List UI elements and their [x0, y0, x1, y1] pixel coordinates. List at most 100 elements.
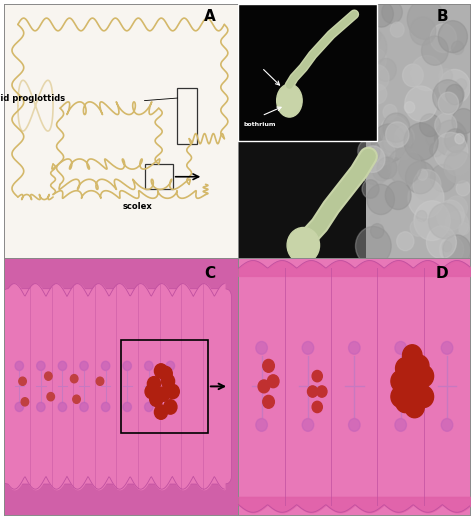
Bar	[145, 164, 173, 189]
Circle shape	[442, 241, 452, 252]
Circle shape	[395, 126, 414, 147]
Circle shape	[382, 1, 402, 23]
Circle shape	[445, 129, 466, 153]
Circle shape	[369, 84, 387, 104]
Circle shape	[356, 226, 391, 266]
Circle shape	[427, 226, 456, 258]
Circle shape	[383, 113, 410, 142]
Circle shape	[413, 170, 441, 200]
Circle shape	[123, 361, 131, 371]
Circle shape	[417, 211, 427, 222]
Circle shape	[19, 377, 27, 386]
FancyBboxPatch shape	[236, 255, 473, 517]
Circle shape	[15, 402, 24, 412]
Circle shape	[96, 377, 104, 386]
Circle shape	[452, 108, 474, 134]
Circle shape	[73, 395, 80, 403]
Circle shape	[408, 179, 444, 218]
Circle shape	[414, 365, 434, 387]
Circle shape	[441, 418, 453, 431]
Circle shape	[429, 142, 443, 157]
Circle shape	[364, 26, 381, 45]
Circle shape	[419, 114, 440, 136]
Circle shape	[371, 224, 384, 238]
Circle shape	[380, 116, 409, 146]
Circle shape	[397, 232, 414, 251]
Circle shape	[352, 28, 387, 66]
Circle shape	[164, 400, 177, 414]
Circle shape	[400, 384, 419, 405]
Circle shape	[36, 402, 45, 412]
Circle shape	[395, 418, 407, 431]
Circle shape	[166, 385, 179, 399]
Circle shape	[437, 200, 465, 230]
Text: A: A	[204, 9, 216, 24]
Circle shape	[439, 236, 464, 263]
Circle shape	[402, 64, 423, 87]
Bar	[366, 4, 470, 258]
Circle shape	[446, 196, 467, 220]
Circle shape	[150, 392, 163, 406]
Circle shape	[80, 361, 88, 371]
Circle shape	[456, 181, 470, 196]
Circle shape	[258, 380, 270, 393]
Circle shape	[21, 398, 28, 406]
Circle shape	[435, 113, 457, 138]
Circle shape	[58, 402, 67, 412]
Circle shape	[145, 385, 158, 399]
Circle shape	[396, 144, 410, 160]
Ellipse shape	[287, 227, 319, 263]
Circle shape	[439, 70, 470, 104]
Circle shape	[407, 0, 444, 39]
Circle shape	[405, 396, 424, 418]
Circle shape	[405, 371, 424, 392]
Circle shape	[391, 386, 410, 407]
Circle shape	[101, 361, 110, 371]
Circle shape	[36, 361, 45, 371]
Circle shape	[166, 361, 174, 371]
Circle shape	[435, 120, 467, 156]
Circle shape	[372, 124, 407, 162]
Circle shape	[439, 69, 453, 83]
Circle shape	[446, 85, 464, 105]
Circle shape	[302, 342, 314, 354]
Circle shape	[419, 8, 435, 25]
Circle shape	[414, 201, 450, 240]
Circle shape	[369, 1, 393, 27]
Circle shape	[263, 395, 274, 408]
Circle shape	[123, 402, 131, 412]
Circle shape	[359, 150, 391, 185]
Text: C: C	[205, 266, 216, 281]
Text: gravid proglottids: gravid proglottids	[0, 94, 65, 103]
Circle shape	[455, 133, 464, 144]
Circle shape	[362, 180, 379, 198]
Circle shape	[444, 151, 474, 183]
Circle shape	[369, 214, 379, 225]
Circle shape	[373, 161, 391, 181]
Circle shape	[162, 374, 174, 388]
Circle shape	[438, 21, 467, 52]
Circle shape	[159, 366, 172, 381]
Circle shape	[308, 386, 318, 397]
Bar	[177, 88, 197, 144]
Circle shape	[405, 161, 435, 194]
Circle shape	[410, 381, 429, 402]
Bar	[238, 4, 377, 141]
Text: scolex: scolex	[123, 202, 153, 211]
Circle shape	[383, 124, 413, 157]
Circle shape	[263, 360, 274, 372]
Circle shape	[361, 146, 385, 172]
Circle shape	[417, 169, 428, 180]
Circle shape	[45, 372, 52, 380]
Circle shape	[434, 132, 468, 170]
Circle shape	[312, 371, 322, 382]
Circle shape	[302, 418, 314, 431]
Circle shape	[445, 211, 469, 237]
Circle shape	[426, 131, 441, 147]
Circle shape	[375, 58, 396, 81]
Circle shape	[383, 134, 400, 153]
FancyBboxPatch shape	[1, 289, 231, 484]
Circle shape	[402, 345, 422, 366]
Circle shape	[71, 375, 78, 383]
Circle shape	[396, 391, 415, 413]
